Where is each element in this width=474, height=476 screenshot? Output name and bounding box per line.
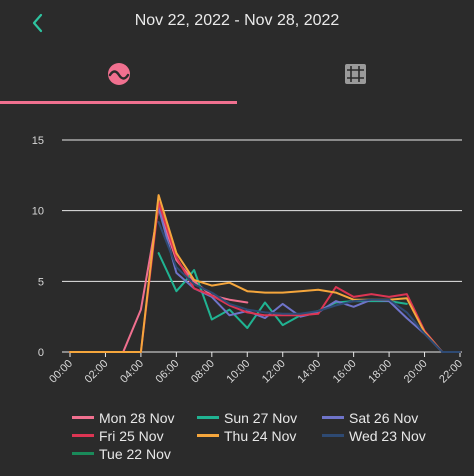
series-line bbox=[69, 201, 461, 353]
legend-item[interactable]: Wed 23 Nov bbox=[322, 428, 426, 446]
tab-table[interactable] bbox=[237, 50, 474, 102]
legend-item[interactable]: Sun 27 Nov bbox=[197, 410, 297, 428]
wave-chart-icon bbox=[108, 63, 130, 85]
date-range-title: Nov 22, 2022 - Nov 28, 2022 bbox=[134, 12, 340, 29]
y-tick-label: 0 bbox=[38, 347, 44, 359]
x-tick-label: 04:00 bbox=[118, 358, 146, 386]
y-tick-label: 10 bbox=[32, 206, 44, 218]
chart-legend: Mon 28 Nov Sun 27 Nov Sat 26 Nov Fri 25 Nov… bbox=[0, 410, 474, 476]
legend-item[interactable]: Tue 22 Nov bbox=[72, 446, 171, 464]
x-tick-label: 08:00 bbox=[189, 358, 217, 386]
line-chart: 0 5 10 15 00:00 02:00 04:00 06:00 08:00 10:00 12:0… bbox=[32, 135, 465, 386]
view-tabs bbox=[0, 50, 474, 106]
chevron-left-icon bbox=[32, 13, 43, 33]
legend-swatch bbox=[72, 415, 94, 419]
series-line bbox=[157, 206, 444, 353]
x-tick-label: 10:00 bbox=[224, 358, 252, 386]
legend-swatch bbox=[322, 433, 344, 437]
x-tick-label: 12:00 bbox=[260, 358, 288, 386]
legend-swatch bbox=[72, 451, 94, 455]
legend-swatch bbox=[197, 415, 219, 419]
legend-swatch bbox=[322, 415, 344, 419]
legend-label: Mon 28 Nov bbox=[99, 410, 175, 426]
x-tick-label: 16:00 bbox=[331, 358, 359, 386]
x-tick-label: 14:00 bbox=[295, 358, 323, 386]
x-tick-label: 18:00 bbox=[366, 358, 394, 386]
legend-item[interactable]: Mon 28 Nov bbox=[72, 410, 174, 428]
legend-label: Tue 22 Nov bbox=[99, 446, 171, 462]
back-button[interactable] bbox=[26, 10, 50, 36]
series-line bbox=[69, 206, 249, 353]
y-tick-label: 15 bbox=[32, 135, 44, 147]
legend-label: Wed 23 Nov bbox=[349, 428, 426, 444]
grid-table-icon bbox=[345, 64, 366, 84]
x-tick-label: 02:00 bbox=[83, 358, 111, 386]
legend-swatch bbox=[197, 433, 219, 437]
tab-chart[interactable] bbox=[0, 50, 237, 102]
x-tick-label: 06:00 bbox=[154, 358, 182, 386]
x-tick-label: 00:00 bbox=[47, 358, 75, 386]
header-bar: Nov 22, 2022 - Nov 28, 2022 bbox=[0, 0, 474, 46]
legend-swatch bbox=[72, 433, 94, 437]
y-tick-label: 5 bbox=[38, 276, 44, 288]
legend-label: Fri 25 Nov bbox=[99, 428, 164, 444]
legend-label: Sat 26 Nov bbox=[349, 410, 419, 426]
active-tab-indicator bbox=[0, 101, 237, 104]
legend-label: Sun 27 Nov bbox=[224, 410, 298, 426]
series-line bbox=[157, 252, 408, 329]
legend-item[interactable]: Sat 26 Nov bbox=[322, 410, 418, 428]
legend-item[interactable]: Fri 25 Nov bbox=[72, 428, 164, 446]
legend-item[interactable]: Thu 24 Nov bbox=[197, 428, 296, 446]
legend-label: Thu 24 Nov bbox=[224, 428, 297, 444]
series-line bbox=[69, 194, 461, 353]
series-line bbox=[157, 221, 461, 353]
x-tick-label: 20:00 bbox=[402, 358, 430, 386]
x-tick-label: 22:00 bbox=[437, 358, 465, 386]
